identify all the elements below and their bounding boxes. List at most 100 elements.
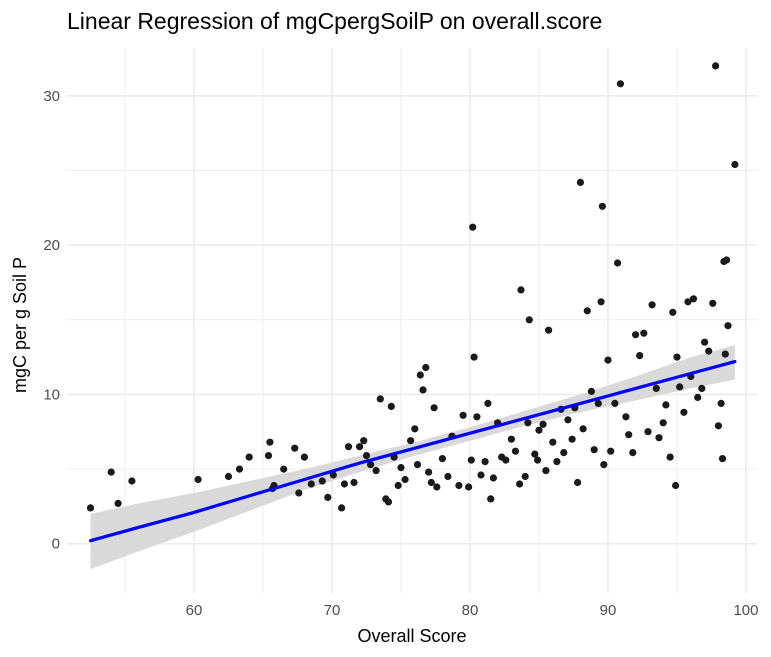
- data-point: [525, 316, 533, 324]
- data-point: [324, 493, 332, 501]
- data-point: [534, 456, 542, 464]
- data-point: [709, 299, 717, 307]
- data-point: [531, 450, 539, 458]
- data-point: [484, 399, 492, 407]
- y-axis-title: mgC per g Soil P: [10, 257, 30, 393]
- data-point: [427, 478, 435, 487]
- data-point: [553, 458, 561, 466]
- y-tick-labels: 0 10 20 30: [43, 88, 60, 553]
- data-point: [604, 356, 612, 364]
- data-point: [329, 471, 337, 479]
- data-point: [724, 322, 732, 330]
- data-point: [576, 178, 585, 186]
- data-point: [264, 452, 273, 460]
- data-point: [376, 395, 384, 403]
- data-point: [625, 431, 633, 439]
- data-point: [422, 363, 430, 372]
- data-point: [731, 160, 739, 169]
- data-point: [356, 443, 364, 451]
- data-point: [542, 467, 550, 475]
- x-tick-labels: 60 70 80 90 100: [186, 602, 759, 619]
- data-point: [616, 80, 625, 88]
- data-point: [655, 434, 663, 442]
- data-point: [465, 483, 473, 491]
- data-point: [676, 383, 684, 391]
- data-point: [701, 338, 709, 346]
- data-point: [362, 452, 371, 460]
- data-point: [718, 455, 727, 463]
- x-tick-label: 100: [733, 602, 758, 619]
- data-point: [397, 464, 405, 472]
- data-point: [245, 453, 253, 461]
- data-point: [712, 62, 720, 70]
- data-point: [597, 298, 605, 306]
- data-point: [107, 468, 115, 476]
- data-point: [419, 386, 427, 394]
- data-point: [698, 384, 706, 392]
- x-tick-label: 70: [324, 602, 341, 619]
- data-point: [622, 413, 630, 421]
- data-point: [705, 347, 713, 355]
- data-point: [574, 478, 582, 487]
- data-point: [372, 467, 380, 475]
- data-point: [600, 461, 608, 469]
- data-point: [662, 401, 670, 409]
- x-tick-label: 80: [462, 602, 479, 619]
- data-point: [680, 408, 688, 416]
- data-point: [344, 443, 353, 451]
- data-point: [128, 477, 136, 485]
- data-point: [473, 413, 481, 421]
- data-point: [425, 468, 433, 476]
- data-point: [666, 453, 674, 461]
- x-tick-label: 90: [600, 602, 617, 619]
- data-point: [672, 481, 680, 490]
- data-point: [549, 438, 557, 446]
- regression-line: [88, 360, 737, 543]
- data-point: [640, 329, 648, 337]
- data-point: [291, 444, 299, 452]
- data-point: [411, 425, 419, 433]
- data-point: [684, 298, 692, 306]
- data-point: [407, 437, 415, 445]
- data-point: [235, 465, 244, 473]
- data-point: [648, 301, 656, 309]
- data-point: [459, 411, 467, 419]
- data-point: [114, 499, 122, 507]
- data-point: [444, 472, 452, 481]
- data-point: [416, 371, 424, 379]
- data-point: [579, 425, 587, 433]
- data-point: [524, 419, 532, 427]
- data-point: [477, 471, 485, 479]
- data-point: [545, 326, 553, 334]
- data-point: [469, 223, 477, 231]
- data-point: [350, 478, 358, 487]
- data-point: [669, 308, 677, 316]
- data-point: [438, 455, 446, 463]
- data-point: [300, 453, 308, 461]
- data-point: [583, 307, 591, 315]
- data-point: [489, 474, 497, 482]
- data-point: [511, 447, 520, 455]
- data-points: [86, 62, 739, 512]
- data-point: [318, 477, 326, 485]
- data-point: [652, 384, 660, 392]
- data-point: [590, 446, 598, 454]
- data-point: [194, 475, 202, 484]
- data-point: [433, 483, 441, 491]
- data-point: [694, 393, 702, 401]
- x-tick-label: 60: [186, 602, 203, 619]
- data-point: [360, 437, 368, 445]
- data-point: [387, 402, 395, 410]
- data-point: [564, 416, 572, 424]
- y-tick-label: 20: [43, 237, 60, 254]
- chart-title: Linear Regression of mgCpergSoilP on ove…: [67, 8, 603, 34]
- data-point: [384, 498, 393, 506]
- grid-major: [67, 48, 757, 593]
- data-point: [659, 419, 667, 427]
- data-point: [516, 480, 524, 488]
- data-point: [721, 350, 729, 358]
- data-point: [611, 399, 619, 407]
- data-point: [636, 352, 644, 360]
- data-point: [717, 399, 725, 407]
